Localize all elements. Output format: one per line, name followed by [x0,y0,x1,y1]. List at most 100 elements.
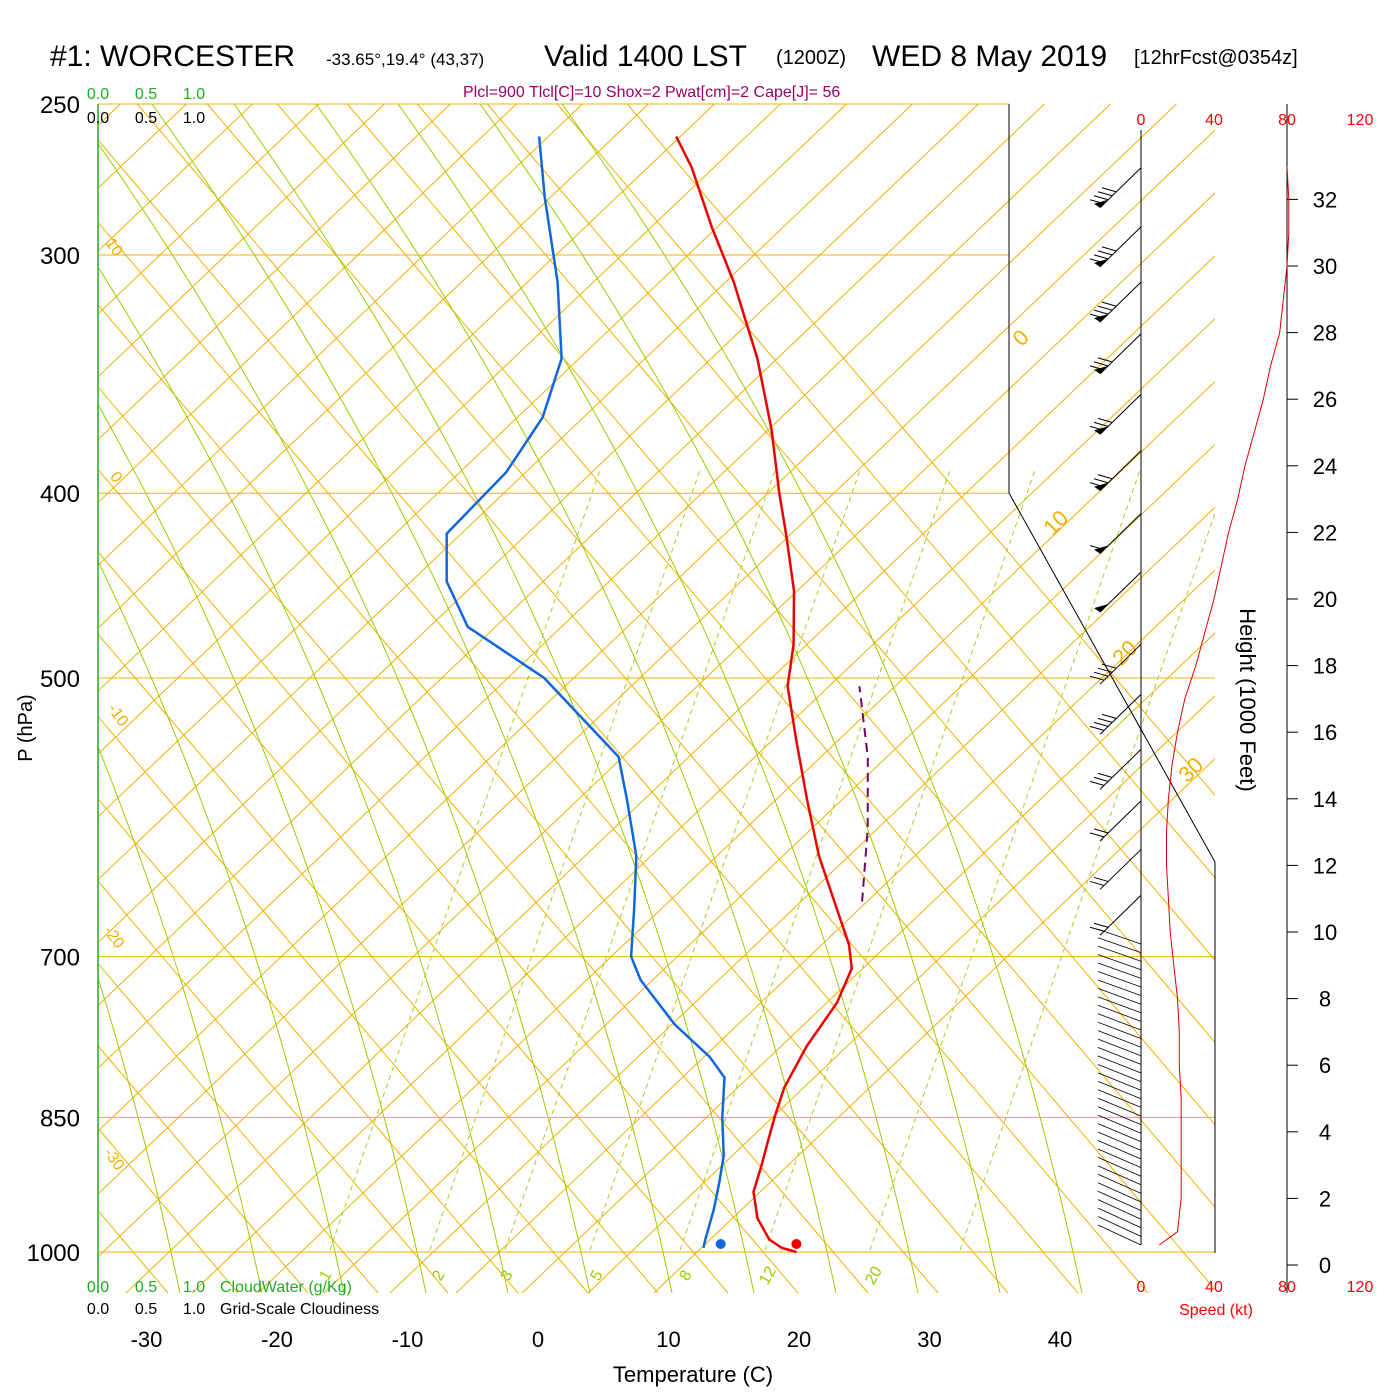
dry-adiabat-line [136,104,1149,1293]
wind-barb-low-staff [1097,937,1142,953]
wind-barb-feather [1089,482,1105,488]
isotherm-line [521,632,1215,1293]
wind-barb-pennant [1094,314,1108,323]
wind-barb-staff [1099,643,1142,685]
wind-barb-feather [1093,671,1109,677]
wind-barb-staff [1099,450,1142,492]
wind-barb-low-staff [1097,1021,1142,1039]
wind-barb-feather [1101,301,1117,307]
wind-barb-low-staff [1097,928,1142,945]
speed-tick-label-top: 120 [1347,112,1374,129]
wind-barb-low-staff [1097,1080,1142,1100]
wind-barb-staff [1099,167,1142,209]
height-tick-label: 22 [1313,520,1337,545]
wind-barb-feather [1101,663,1117,669]
dry-adiabat-line [486,104,1215,961]
cloudwater-scale-bottom: 0.5 [135,1279,157,1296]
station-coords: -33.65°,19.4° (43,37) [326,50,485,69]
cloudiness-label: Grid-Scale Cloudiness [220,1301,379,1318]
valid-time: Valid 1400 LST [544,40,747,73]
wind-barb-feather [1101,187,1117,193]
wind-barb-feather [1101,246,1117,252]
wind-barb-feather [1101,713,1117,719]
cloudiness-scale-top: 1.0 [183,110,205,127]
moist-adiabat-curve [98,142,591,1293]
isotherm-line [98,192,1215,1258]
temperature-tick-label: 30 [917,1327,941,1352]
wind-barb-staff [1099,749,1142,790]
isotherm-line [98,104,517,504]
parcel-path-line [858,686,869,902]
wind-barb-pennant [1094,258,1108,267]
dry-adiabat-line [98,962,379,1293]
mixing-ratio-line [764,469,1036,1251]
surface-dewpoint-marker [715,1239,726,1249]
pressure-tick-label: 250 [40,92,80,119]
dry-adiabat-line [98,303,939,1293]
height-tick-label: 2 [1319,1186,1331,1211]
dry-adiabat-line [346,104,1215,1126]
wind-barb-low-staff [1097,988,1142,1005]
wind-barb-staff [1099,513,1142,555]
wind-barb-staff [1099,694,1142,735]
pressure-tick-label: 850 [40,1105,80,1132]
wind-barb-low-staff [1097,1055,1142,1074]
wind-barb-feather [1097,417,1113,423]
isotherm-line [98,104,385,378]
wind-barb-feather [1089,880,1105,886]
wind-barb-pennant [1094,545,1108,554]
wind-barb-feather [1093,876,1109,882]
wind-barb-staff [1099,571,1142,613]
isotherm-line [98,104,913,881]
pressure-tick-label: 400 [40,481,80,508]
cloudwater-scale-top: 0.5 [135,86,157,103]
dry-adiabat-line [98,386,869,1293]
isotherm-line [125,255,1215,1293]
wind-barb-feather [1089,365,1105,371]
height-tick-label: 8 [1319,987,1331,1012]
mixing-ratio-label: 3 [498,1268,517,1284]
isotherm-label: 10 [1038,505,1073,540]
temperature-tick-label: -30 [131,1327,163,1352]
speed-tick-label-bottom: 120 [1347,1279,1374,1296]
wind-barb-feather [1089,545,1105,551]
wind-barb-staff [1099,800,1142,842]
forecast-info: [12hrFcst@0354z] [1134,47,1298,69]
moist-adiabat-curve [98,403,427,1293]
moist-adiabat-curve [151,104,673,1293]
cloudiness-scale-top: 0.0 [87,110,109,127]
wind-barb-feather [1097,717,1113,723]
mixing-ratio-line [504,469,776,1251]
cloudiness-scale-bottom: 0.0 [87,1301,109,1318]
height-tick-label: 10 [1313,920,1337,945]
wind-barb-low-staff [1097,962,1142,979]
isotherm-line [98,104,583,567]
moist-adiabat-curve [397,104,919,1293]
wind-barb-feather [1097,667,1113,673]
height-tick-label: 28 [1313,321,1337,346]
speed-tick-label-bottom: 0 [1137,1279,1146,1296]
zulu-time: (1200Z) [776,47,847,69]
dry-adiabat-line [98,880,449,1293]
wind-barb-staff [1099,281,1142,323]
wind-barb-feather [1089,199,1105,205]
pressure-tick-label: 1000 [27,1240,80,1267]
height-tick-label: 32 [1313,187,1337,212]
dry-adiabat-line [416,104,1215,1044]
height-tick-label: 30 [1313,254,1337,279]
cloudwater-scale-top: 1.0 [183,86,205,103]
wind-barb-feather [1093,478,1109,484]
mixing-ratio-label: 20 [862,1264,886,1288]
moist-adiabat-curve [561,104,1083,1293]
wind-barb-low-staff [1097,1047,1142,1065]
wind-barb-low-staff [1097,1097,1142,1117]
dry-adiabat-line [98,715,589,1293]
adiabat-label: 0 [106,469,125,486]
cloudwater-scale-bottom: 1.0 [183,1279,205,1296]
isotherm-label: 30 [1173,752,1208,787]
wind-barb-pennant [1094,604,1108,613]
dry-adiabat-line [626,104,1215,797]
y-axis-title: P (hPa) [15,694,37,761]
wind-barb-low-staff [1097,979,1142,996]
wind-barb-low-staff [1097,1123,1142,1143]
